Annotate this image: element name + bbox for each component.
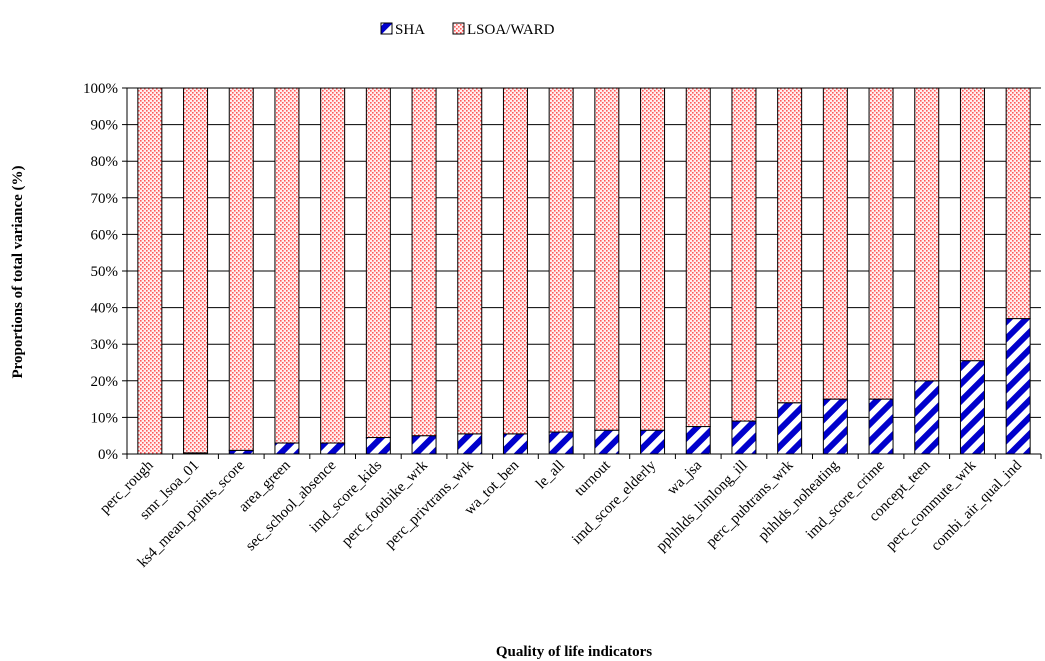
bar-lsoa-ward <box>548 87 574 433</box>
bar-sha <box>594 429 620 455</box>
bar-sha <box>548 431 574 455</box>
bar-lsoa-ward <box>594 87 620 431</box>
bar-sha <box>777 402 803 455</box>
bar-sha <box>457 433 483 455</box>
y-tick-label: 90% <box>91 118 119 134</box>
y-tick-label: 30% <box>91 337 119 353</box>
bar-sha <box>914 380 940 455</box>
bar-sha <box>320 442 346 455</box>
legend-item-lsoa-ward: LSOA/WARD <box>452 22 555 38</box>
legend-label-lsoa-ward: LSOA/WARD <box>467 22 555 38</box>
bar-lsoa-ward <box>137 87 163 455</box>
x-tick-label: le_all <box>533 458 568 493</box>
y-tick-label: 0% <box>98 447 118 463</box>
legend-swatch-lsoa-ward <box>452 22 465 35</box>
y-tick-label: 50% <box>91 264 119 280</box>
bar-sha <box>822 398 848 455</box>
bar-sha <box>228 449 254 455</box>
bar-sha <box>685 426 711 455</box>
bar-lsoa-ward <box>228 87 254 451</box>
y-tick-label: 40% <box>91 301 119 317</box>
y-tick-label: 100% <box>83 81 118 97</box>
x-tick-label: phhlds_noheating <box>755 457 842 544</box>
y-tick-label: 20% <box>91 374 119 390</box>
x-tick-label: imd_score_crime <box>803 457 888 542</box>
legend-item-sha: SHA <box>380 22 425 38</box>
bar-sha <box>502 433 528 455</box>
bar-lsoa-ward <box>457 87 483 435</box>
legend-swatch-sha <box>380 22 393 35</box>
bar-lsoa-ward <box>914 87 940 382</box>
bar-lsoa-ward <box>640 87 666 431</box>
y-tick-label: 10% <box>91 410 119 426</box>
y-tick-label: 60% <box>91 227 119 243</box>
bar-lsoa-ward <box>320 87 346 444</box>
y-tick-label: 70% <box>91 191 119 207</box>
x-tick-label: perc_footbike_wrk <box>339 457 431 549</box>
bar-sha <box>640 429 666 455</box>
bar-sha <box>868 398 894 455</box>
bar-lsoa-ward <box>411 87 437 437</box>
bars <box>137 87 1031 455</box>
bar-lsoa-ward <box>685 87 711 428</box>
y-axis-title: Proportions of total variance (%) <box>10 165 26 378</box>
x-tick-label: turnout <box>572 457 615 500</box>
bar-lsoa-ward <box>183 87 209 454</box>
bar-lsoa-ward <box>822 87 848 400</box>
bar-lsoa-ward <box>274 87 300 444</box>
y-tick-label: 80% <box>91 154 119 170</box>
legend: SHA LSOA/WARD <box>380 22 555 38</box>
y-tick-labels: 0% 10% 20% 30% 40% 50% 60% 70% 80% 90% 100% <box>83 81 127 463</box>
bar-lsoa-ward <box>1005 87 1031 320</box>
x-tick-label: wa_jsa <box>664 457 705 498</box>
legend-label-sha: SHA <box>395 22 425 38</box>
bar-lsoa-ward <box>502 87 528 435</box>
x-axis-title: Quality of life indicators <box>496 644 652 660</box>
bar-lsoa-ward <box>731 87 757 422</box>
gridlines <box>127 87 1041 418</box>
x-tick-label: combi_air_qual_ind <box>928 457 1025 554</box>
bar-sha <box>959 360 985 455</box>
bar-lsoa-ward <box>959 87 985 362</box>
bar-sha <box>274 442 300 455</box>
bar-sha <box>411 435 437 455</box>
x-tick-label: perc_pubtrans_wrk <box>703 457 797 551</box>
bar-lsoa-ward <box>365 87 391 439</box>
x-tick-labels: perc_roughsmr_lsoa_01ks4_mean_points_sco… <box>97 454 1042 571</box>
bar-sha <box>365 437 391 455</box>
bar-lsoa-ward <box>868 87 894 400</box>
bar-sha <box>1005 318 1031 455</box>
bar-lsoa-ward <box>777 87 803 404</box>
bar-sha <box>731 420 757 455</box>
x-tick-label: imd_score_elderly <box>569 457 660 548</box>
